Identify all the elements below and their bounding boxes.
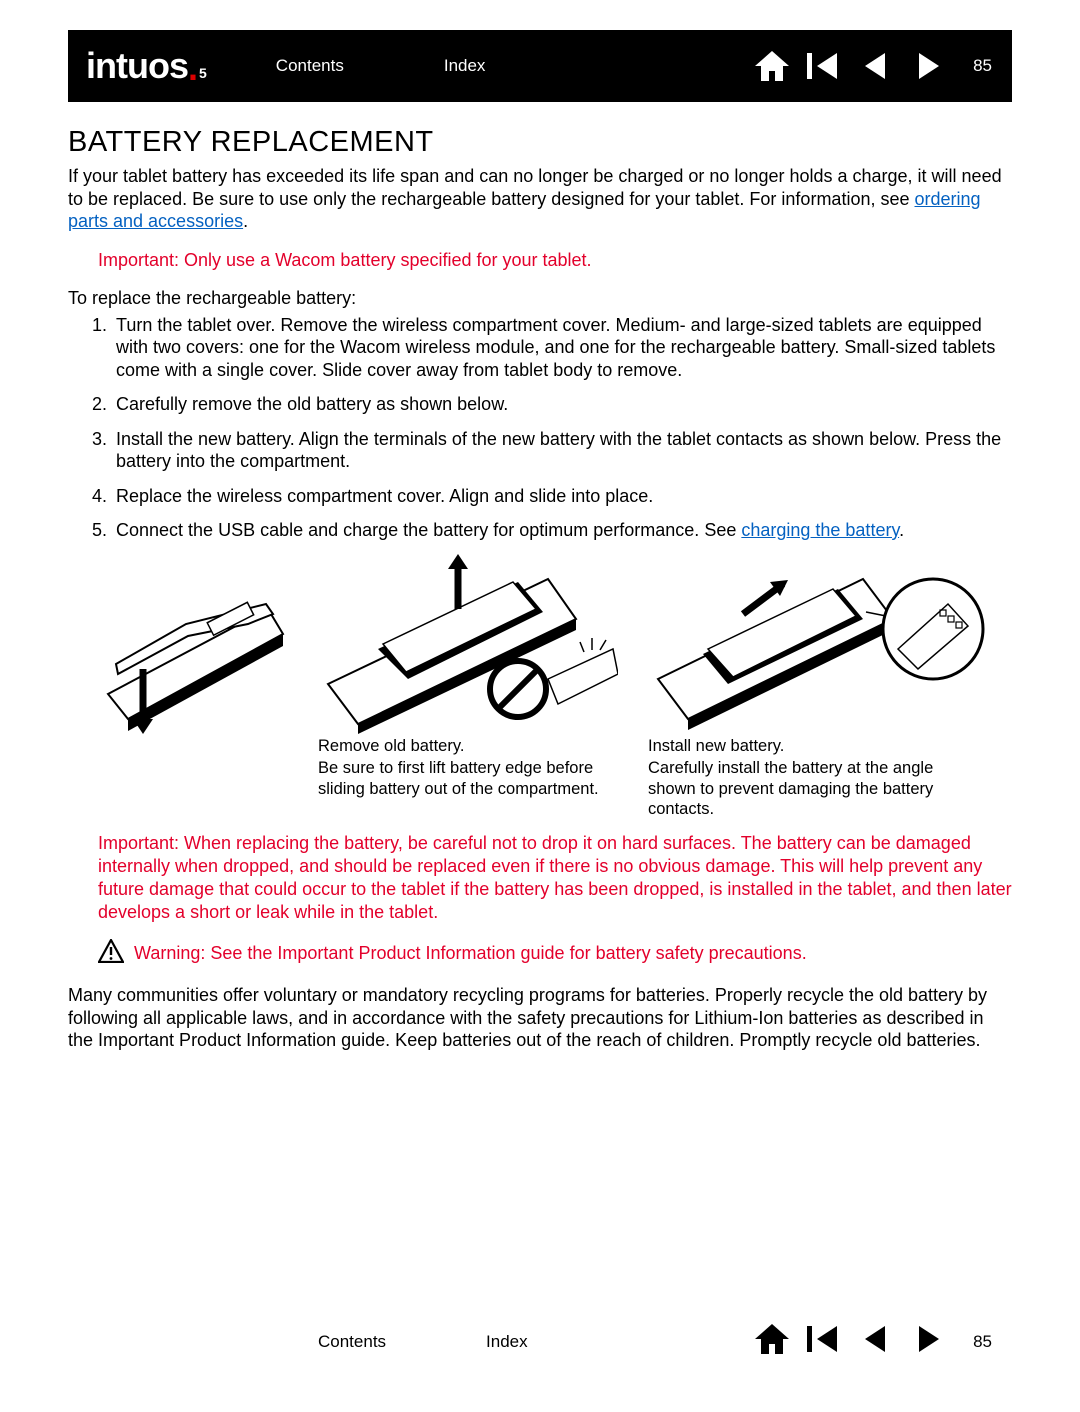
- intro-paragraph: If your tablet battery has exceeded its …: [68, 165, 1012, 233]
- step-5: Connect the USB cable and charge the bat…: [112, 519, 1012, 542]
- prev-page-icon[interactable]: [859, 51, 893, 81]
- footer-index-link[interactable]: Index: [486, 1332, 528, 1352]
- footer-first-page-icon[interactable]: [807, 1324, 841, 1359]
- footer-next-page-icon[interactable]: [911, 1324, 945, 1359]
- important-note-1: Important: Only use a Wacom battery spec…: [98, 249, 1012, 272]
- remove-caption-text: Be sure to first lift battery edge befor…: [318, 758, 608, 799]
- steps-list: Turn the tablet over. Remove the wireles…: [68, 314, 1012, 542]
- diagram-cover: [98, 554, 288, 734]
- warning-triangle-icon: [98, 939, 124, 968]
- install-diagram-icon: [648, 554, 988, 734]
- step-1: Turn the tablet over. Remove the wireles…: [112, 314, 1012, 382]
- recycle-paragraph: Many communities offer voluntary or mand…: [68, 984, 1012, 1052]
- logo-dot-icon: .: [188, 47, 197, 89]
- warning-text: Warning: See the Important Product Infor…: [134, 943, 807, 964]
- footer-icons: 85: [755, 1324, 992, 1359]
- page-number-bottom: 85: [973, 1332, 992, 1352]
- remove-caption-title: Remove old battery.: [318, 736, 608, 757]
- cover-diagram-icon: [98, 574, 288, 734]
- step-2: Carefully remove the old battery as show…: [112, 393, 1012, 416]
- page-container: intuos.5 Contents Index 85 BATTERY REPLA…: [0, 0, 1080, 1412]
- logo: intuos.5: [86, 45, 206, 87]
- page-number-top: 85: [973, 56, 992, 76]
- step-4: Replace the wireless compartment cover. …: [112, 485, 1012, 508]
- logo-text: intuos: [86, 45, 188, 87]
- important-note-2: Important: When replacing the battery, b…: [98, 832, 1012, 923]
- replace-intro: To replace the rechargeable battery:: [68, 287, 1012, 310]
- footer-links: Contents Index: [318, 1332, 528, 1352]
- diagram-install: Install new battery. Carefully install t…: [648, 554, 988, 821]
- intro-text-after: .: [243, 211, 248, 231]
- intro-text-before: If your tablet battery has exceeded its …: [68, 166, 1002, 209]
- footer-prev-page-icon[interactable]: [859, 1324, 893, 1359]
- logo-sub: 5: [199, 65, 206, 81]
- step-5-before: Connect the USB cable and charge the bat…: [116, 520, 741, 540]
- page-title: BATTERY REPLACEMENT: [68, 126, 1012, 159]
- install-caption-title: Install new battery.: [648, 736, 968, 757]
- nav-links: Contents Index: [276, 56, 486, 76]
- header-bar: intuos.5 Contents Index 85: [68, 30, 1012, 102]
- remove-diagram-icon: [318, 554, 618, 734]
- charging-battery-link[interactable]: charging the battery: [741, 520, 899, 540]
- footer-contents-link[interactable]: Contents: [318, 1332, 386, 1352]
- warning-row: Warning: See the Important Product Infor…: [98, 939, 1012, 968]
- step-5-after: .: [899, 520, 904, 540]
- next-page-icon[interactable]: [911, 51, 945, 81]
- step-3: Install the new battery. Align the termi…: [112, 428, 1012, 473]
- footer-bar: Contents Index 85: [68, 1312, 1012, 1372]
- diagrams-row: Remove old battery. Be sure to first lif…: [98, 554, 1012, 821]
- contents-link[interactable]: Contents: [276, 56, 344, 76]
- index-link[interactable]: Index: [444, 56, 486, 76]
- nav-icons: 85: [755, 51, 992, 81]
- first-page-icon[interactable]: [807, 51, 841, 81]
- install-caption: Install new battery. Carefully install t…: [648, 736, 968, 821]
- footer-home-icon[interactable]: [755, 1324, 789, 1359]
- remove-caption: Remove old battery. Be sure to first lif…: [318, 736, 608, 800]
- home-icon[interactable]: [755, 51, 789, 81]
- install-caption-text: Carefully install the battery at the ang…: [648, 758, 968, 820]
- diagram-remove: Remove old battery. Be sure to first lif…: [318, 554, 618, 800]
